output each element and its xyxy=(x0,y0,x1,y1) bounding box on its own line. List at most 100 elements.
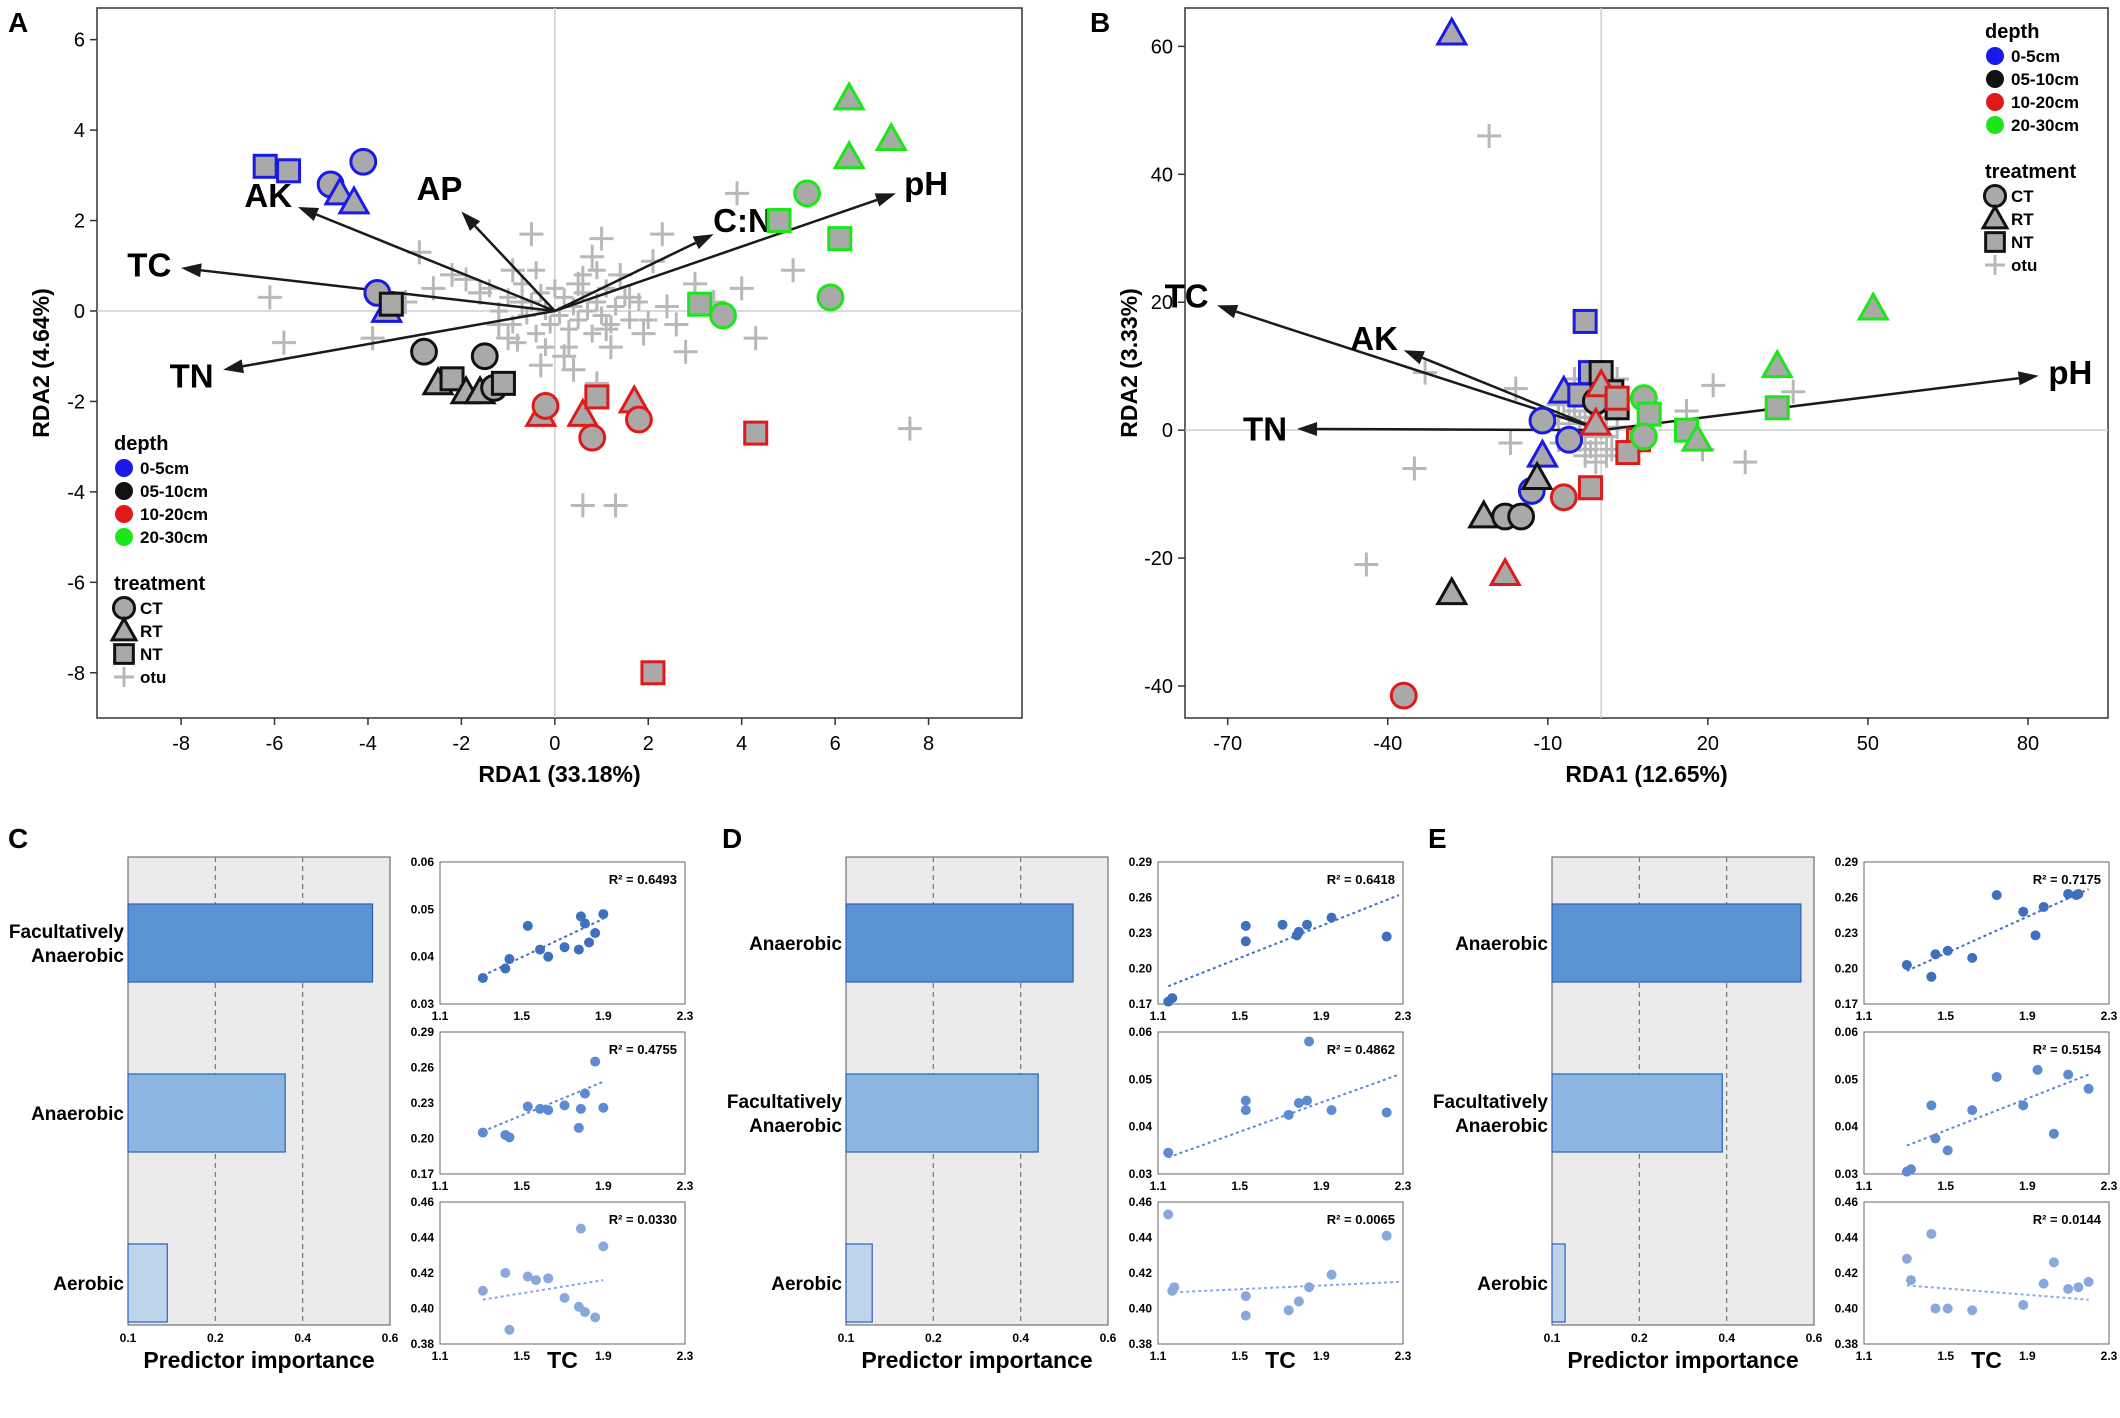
y-tick-label: 4 xyxy=(74,120,85,142)
y-tick-label: -4 xyxy=(67,482,85,504)
scatter-y-tick: 0.46 xyxy=(1129,1195,1153,1209)
scatter-x-tick: 2.3 xyxy=(2101,1349,2118,1363)
x-tick-label: 20 xyxy=(1697,733,1719,755)
y-tick-label: -40 xyxy=(1144,676,1173,698)
scatter-y-tick: 0.44 xyxy=(1835,1231,1859,1245)
scatter-y-tick: 0.44 xyxy=(411,1231,435,1245)
scatter-y-tick: 0.40 xyxy=(411,1302,435,1316)
scatter-y-tick: 0.03 xyxy=(1129,1167,1153,1181)
r-squared-label: R² = 0.5154 xyxy=(2033,1042,2102,1057)
scatter-frame xyxy=(1863,1031,2110,1175)
scatter-y-tick: 0.04 xyxy=(1835,1120,1859,1134)
scatter-x-tick: 1.1 xyxy=(1856,1009,1873,1023)
arrow-line xyxy=(1421,356,1602,432)
otu-point xyxy=(1573,443,1598,468)
sample-point xyxy=(709,301,737,330)
scatter-point xyxy=(1326,1105,1337,1116)
x-axis-label: RDA1 (12.65%) xyxy=(1565,761,1727,787)
scatter-point xyxy=(1169,1282,1180,1293)
legend-treatment-label: otu xyxy=(2011,256,2037,275)
scatter-y-tick: 0.42 xyxy=(1835,1266,1859,1280)
otu-point xyxy=(480,279,499,298)
importance-bar xyxy=(845,1073,1039,1153)
scatter-y-tick: 0.23 xyxy=(1835,926,1859,940)
bar-tick-label: 0.1 xyxy=(1544,1331,1561,1345)
legend-depth-swatch xyxy=(115,528,133,546)
scatter-point xyxy=(543,951,554,962)
sample-point xyxy=(349,147,378,176)
scatter-point xyxy=(590,928,601,938)
otu-point xyxy=(1583,450,1608,475)
scatter-point xyxy=(1302,919,1313,930)
x-tick-label: 8 xyxy=(923,733,934,755)
importance-bar xyxy=(1551,1243,1566,1323)
legend-treatment-swatch xyxy=(109,615,139,642)
otu-point xyxy=(664,312,689,337)
scatter-point xyxy=(1293,926,1304,937)
scatter-point xyxy=(579,1307,590,1318)
legend-title-depth: depth xyxy=(114,433,168,455)
bar-tick-label: 0.2 xyxy=(207,1331,224,1345)
scatter-point xyxy=(1167,993,1178,1004)
importance-panel-c: 0.1 0.2 0.4 0.6 Predictor importance Facultat… xyxy=(9,855,694,1373)
scatter-y-tick: 0.23 xyxy=(411,1096,435,1110)
scatter-x-tick: 1.5 xyxy=(513,1009,530,1023)
scatter-point xyxy=(2030,930,2041,941)
scatter-x-tick: 1.9 xyxy=(595,1179,612,1193)
category-label: Facultatively xyxy=(1433,1092,1549,1113)
otu-point xyxy=(527,324,546,343)
r-squared-label: R² = 0.0330 xyxy=(609,1212,677,1227)
scatter-point xyxy=(598,909,609,920)
scatter-point xyxy=(1967,952,1978,963)
scatter-point xyxy=(2083,1276,2094,1287)
otu-point xyxy=(620,311,639,330)
sample-point xyxy=(1760,348,1794,379)
scatter-point xyxy=(500,1268,511,1278)
otu-point xyxy=(598,335,623,360)
category-label: Aerobic xyxy=(771,1274,842,1295)
scatter-x-tick: 1.5 xyxy=(1231,1179,1248,1193)
trend-line xyxy=(1906,1073,2089,1147)
scatter-point xyxy=(1326,912,1337,923)
sample-point xyxy=(1629,422,1658,451)
scatter-point xyxy=(1240,1310,1251,1321)
scatter-y-tick: 0.42 xyxy=(1129,1266,1153,1280)
arrow-label: TN xyxy=(1243,411,1287,448)
y-tick-label: 0 xyxy=(1162,420,1173,442)
scatter-point xyxy=(2073,888,2084,899)
arrow-line xyxy=(554,198,878,313)
otu-point xyxy=(271,330,296,355)
scatter-point xyxy=(543,1105,554,1116)
category-label: Anaerobic xyxy=(31,1104,124,1125)
trend-line xyxy=(1167,894,1400,988)
otu-point xyxy=(519,222,544,247)
otu-point xyxy=(589,226,614,251)
scatter-point xyxy=(477,972,488,983)
scatter-point xyxy=(598,1102,609,1113)
legend-depth-label: 20-30cm xyxy=(2011,116,2079,135)
sample-point xyxy=(252,153,278,179)
legend-treatment-label: RT xyxy=(2011,210,2034,229)
legend-treatment-label: CT xyxy=(140,599,163,618)
scatter-point xyxy=(559,942,570,953)
y-tick-label: 40 xyxy=(1151,164,1173,186)
scatter-y-tick: 0.26 xyxy=(1835,891,1859,905)
otu-point xyxy=(725,181,750,206)
otu-point xyxy=(569,311,588,330)
scatter-point xyxy=(1967,1105,1978,1116)
x-tick-label: -8 xyxy=(172,733,190,755)
rda-plot-a: -8 -6 -4 -2 0 2 4 6 8 6 4 2 0 -2 -4 -6 -8 RDA1 (33.18%) RD… xyxy=(28,7,1023,787)
scatter-y-tick: 0.17 xyxy=(411,1167,435,1181)
y-tick-label: 6 xyxy=(74,30,85,52)
scatter-point xyxy=(2032,1064,2043,1075)
scatter-x-tick: 2.3 xyxy=(677,1009,694,1023)
otu-point xyxy=(578,301,597,320)
otu-point xyxy=(580,244,605,269)
scatter-x-tick: 1.5 xyxy=(1937,1349,1954,1363)
bar-axis-label: Predictor importance xyxy=(1567,1347,1798,1373)
otu-point xyxy=(555,288,574,307)
bar-tick-label: 0.1 xyxy=(838,1331,855,1345)
scatter-point xyxy=(590,1056,601,1067)
sample-point xyxy=(1435,16,1469,46)
scatter-x-tick: 1.9 xyxy=(595,1349,612,1363)
